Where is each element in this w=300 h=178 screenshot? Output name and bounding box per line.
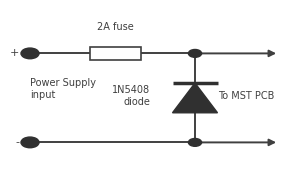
Text: 2A fuse: 2A fuse — [97, 22, 134, 32]
Text: 1N5408
diode: 1N5408 diode — [112, 85, 150, 107]
Text: +: + — [10, 48, 20, 58]
Circle shape — [188, 49, 202, 57]
Text: Power Supply
input: Power Supply input — [30, 78, 96, 100]
Polygon shape — [172, 83, 218, 113]
Circle shape — [21, 137, 39, 148]
Circle shape — [188, 138, 202, 146]
Bar — [90, 47, 141, 60]
Circle shape — [21, 48, 39, 59]
Text: -: - — [16, 137, 20, 147]
Text: To MST PCB: To MST PCB — [218, 91, 274, 101]
